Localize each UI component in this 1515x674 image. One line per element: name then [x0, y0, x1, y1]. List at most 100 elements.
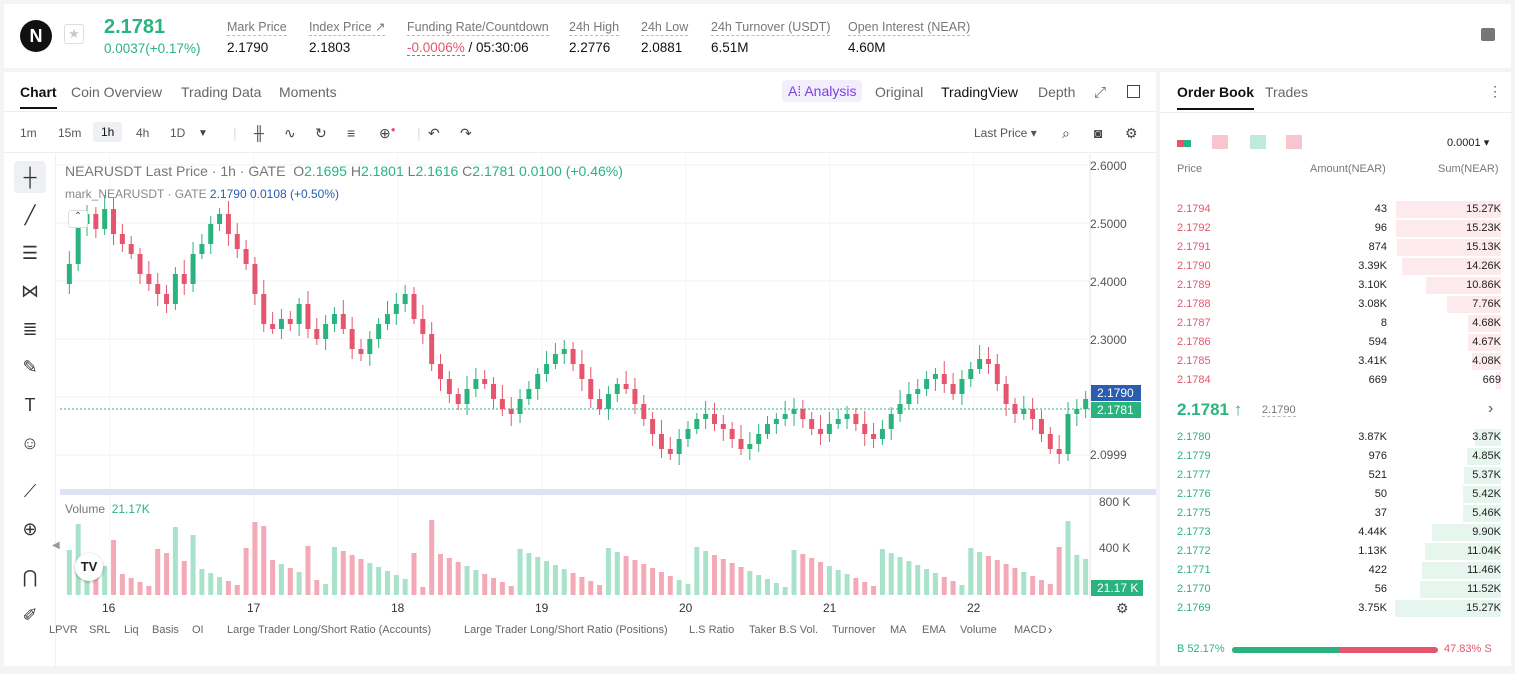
add-indicator-icon[interactable]: ⊕● — [379, 125, 396, 141]
tab-trading-data[interactable]: Trading Data — [181, 84, 262, 100]
bid-row[interactable]: 2.1773 4.44K 9.90K — [1160, 523, 1511, 542]
bid-row[interactable]: 2.1769 3.75K 15.27K — [1160, 599, 1511, 618]
expand-icon[interactable]: ⤢ — [1094, 84, 1107, 101]
bid-row[interactable]: 2.1779 976 4.85K — [1160, 447, 1511, 466]
more-icon[interactable]: ⋮ — [1488, 83, 1502, 99]
tab-coin-overview[interactable]: Coin Overview — [71, 84, 163, 100]
timeframe-15m[interactable]: 15m — [58, 126, 82, 140]
ask-row[interactable]: 2.1792 96 15.23K — [1160, 219, 1511, 238]
pane-separator[interactable] — [60, 489, 1156, 495]
vol-tick: 800 K — [1099, 495, 1131, 509]
search-icon[interactable]: ⌕ — [1062, 125, 1070, 141]
tab-moments[interactable]: Moments — [279, 84, 337, 100]
pencil-icon[interactable]: ✐ — [22, 605, 38, 625]
ask-row[interactable]: 2.1790 3.39K 14.26K — [1160, 257, 1511, 276]
timeframe-1d[interactable]: 1D — [170, 126, 186, 140]
candle — [959, 370, 965, 405]
view-bids-icon[interactable] — [1250, 135, 1266, 149]
ask-row[interactable]: 2.1787 8 4.68K — [1160, 314, 1511, 333]
horizontal-lines-icon[interactable]: ☰ — [21, 243, 39, 263]
ask-row[interactable]: 2.1786 594 4.67K — [1160, 333, 1511, 352]
sell-ratio: 47.83% S — [1444, 643, 1492, 655]
bid-row[interactable]: 2.1772 1.13K 11.04K — [1160, 542, 1511, 561]
original-view-tab[interactable]: Original — [875, 84, 924, 100]
indicator-item[interactable]: L.S Ratio — [689, 624, 735, 636]
depth-tab[interactable]: Depth — [1038, 84, 1076, 100]
redo-icon[interactable]: ↷ — [460, 125, 472, 141]
timeframe-1h[interactable]: 1h — [93, 122, 123, 142]
chevron-right-icon[interactable]: › — [1488, 400, 1494, 417]
settings-gear-icon[interactable]: ⚙ — [1125, 125, 1138, 141]
ask-row[interactable]: 2.1785 3.41K 4.08K — [1160, 352, 1511, 371]
indicator-item[interactable]: LPVR — [49, 624, 78, 636]
indicator-item[interactable]: Basis — [152, 624, 179, 636]
replay-icon[interactable]: ↻ — [315, 125, 327, 141]
indicator-item[interactable]: OI — [192, 624, 204, 636]
bid-row[interactable]: 2.1770 56 11.52K — [1160, 580, 1511, 599]
volume-bar — [358, 559, 364, 595]
indicator-item[interactable]: Taker B.S Vol. — [749, 624, 819, 636]
fib-icon[interactable]: ≣ — [22, 319, 38, 339]
indicator-item[interactable]: Liq — [124, 624, 139, 636]
ask-row[interactable]: 2.1789 3.10K 10.86K — [1160, 276, 1511, 295]
indicator-item[interactable]: MACD — [1014, 624, 1047, 636]
tradingview-tab[interactable]: TradingView — [941, 84, 1019, 100]
template-icon[interactable]: ≡ — [347, 125, 356, 141]
bid-row[interactable]: 2.1771 422 11.46K — [1160, 561, 1511, 580]
indicator-icon[interactable]: ∿ — [284, 125, 296, 141]
row-price: 2.1794 — [1177, 203, 1211, 215]
crosshair-icon[interactable]: ┼ — [14, 161, 46, 193]
candle-type-icon[interactable]: ╫ — [254, 125, 264, 141]
tab-trades[interactable]: Trades — [1265, 84, 1309, 100]
ask-row[interactable]: 2.1784 669 669 — [1160, 371, 1511, 390]
last-price-select[interactable]: Last Price ▾ — [974, 126, 1037, 140]
brush-icon[interactable]: ✎ — [22, 357, 38, 377]
ask-row[interactable]: 2.1788 3.08K 7.76K — [1160, 295, 1511, 314]
camera-icon[interactable]: ◙ — [1094, 125, 1103, 141]
indicator-item[interactable]: MA — [890, 624, 907, 636]
bid-row[interactable]: 2.1776 50 5.42K — [1160, 485, 1511, 504]
axis-settings-icon[interactable]: ⚙ — [1116, 600, 1129, 616]
pattern-icon[interactable]: ⋈ — [21, 281, 39, 301]
view-asks-alt-icon[interactable] — [1286, 135, 1302, 149]
indicator-item[interactable]: Turnover — [832, 624, 876, 636]
text-icon[interactable]: T — [24, 395, 36, 415]
volume-label: Volume — [65, 502, 106, 516]
zoom-icon[interactable]: ⊕ — [22, 519, 38, 539]
indicator-item[interactable]: EMA — [922, 624, 946, 636]
candle — [155, 273, 161, 306]
indicator-item[interactable]: Volume — [960, 624, 997, 636]
volume-bar — [243, 548, 249, 595]
timeframe-1m[interactable]: 1m — [20, 126, 37, 140]
ruler-icon[interactable]: ⟋ — [23, 481, 37, 501]
row-amount: 422 — [1368, 564, 1387, 576]
view-asks-icon[interactable] — [1212, 135, 1228, 149]
view-both-icon[interactable] — [1177, 134, 1191, 152]
indicator-item[interactable]: Large Trader Long/Short Ratio (Accounts) — [227, 624, 432, 636]
trendline-icon[interactable]: ╱ — [24, 205, 36, 225]
tab-chart[interactable]: Chart — [20, 84, 57, 109]
indicator-item[interactable]: SRL — [89, 624, 111, 636]
bid-row[interactable]: 2.1780 3.87K 3.87K — [1160, 428, 1511, 447]
ask-row[interactable]: 2.1791 874 15.13K — [1160, 238, 1511, 257]
indicator-item[interactable]: Large Trader Long/Short Ratio (Positions… — [464, 624, 668, 636]
candlestick-chart[interactable] — [56, 154, 1156, 674]
favorite-star-icon[interactable]: ★ — [64, 24, 84, 44]
emoji-icon[interactable]: ☺ — [20, 433, 40, 453]
collapse-legend-icon[interactable]: ⌃ — [68, 210, 88, 228]
bid-row[interactable]: 2.1775 37 5.46K — [1160, 504, 1511, 523]
ask-row[interactable]: 2.1794 43 15.27K — [1160, 200, 1511, 219]
tab-order-book[interactable]: Order Book — [1177, 84, 1255, 110]
timeframe-4h[interactable]: 4h — [136, 126, 150, 140]
magnet-icon[interactable]: ⋂ — [22, 567, 38, 587]
book-icon[interactable] — [1481, 28, 1495, 41]
bid-row[interactable]: 2.1777 521 5.37K — [1160, 466, 1511, 485]
indicator-next-icon[interactable]: › — [1048, 622, 1053, 637]
ai-analysis-button[interactable]: A⁞ Analysis — [782, 80, 863, 102]
volume-bar — [508, 586, 514, 595]
undo-icon[interactable]: ↶ — [428, 125, 440, 141]
scroll-left-icon[interactable]: ◀ — [52, 540, 60, 551]
precision-select[interactable]: 0.0001 ▾ — [1447, 137, 1490, 149]
window-icon[interactable] — [1127, 85, 1140, 98]
chevron-down-icon[interactable]: ▼ — [198, 128, 208, 139]
